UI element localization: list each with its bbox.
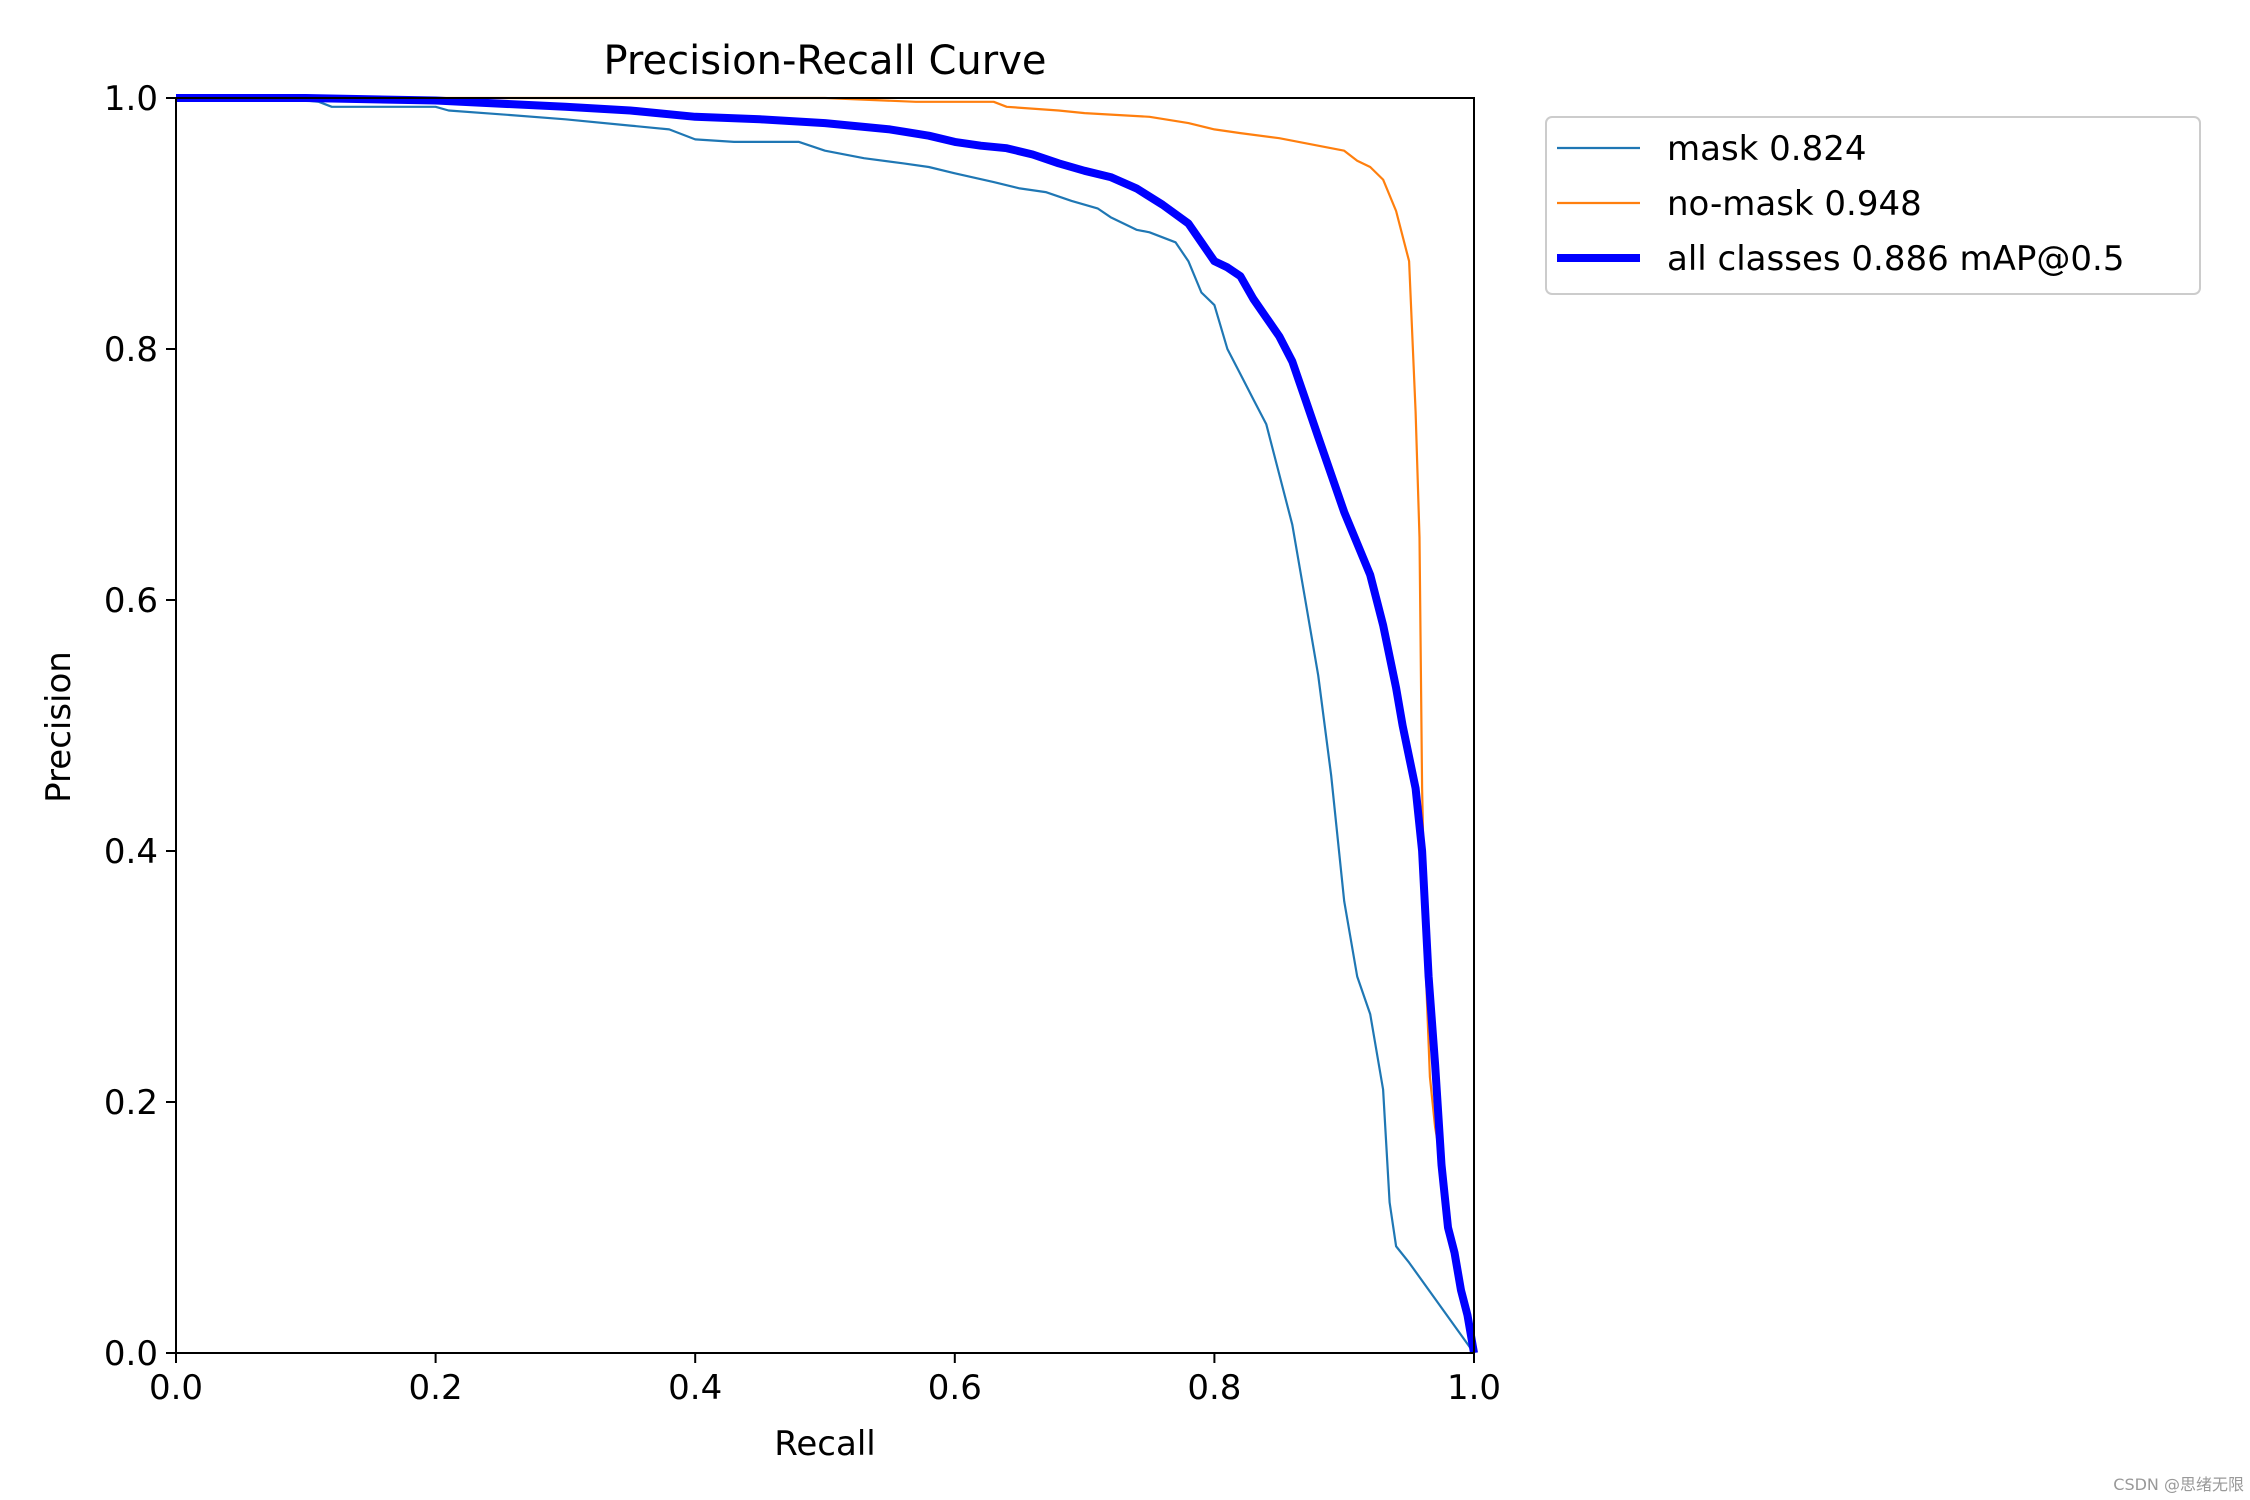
y-tick-label: 1.0 (104, 79, 158, 119)
plot-area (175, 94, 1478, 1354)
y-tick-label: 0.2 (104, 1083, 158, 1123)
x-tick-label: 0.0 (149, 1368, 203, 1408)
plot-frame (175, 97, 1475, 1354)
y-tick-label: 0.8 (104, 330, 158, 370)
y-tick-label: 0.6 (104, 581, 158, 621)
x-tick-label: 0.2 (409, 1368, 463, 1408)
x-tick-label: 0.4 (668, 1368, 722, 1408)
legend-entries: mask 0.824 no-mask 0.948 all classes 0.886… (1557, 129, 2124, 279)
legend-box (1545, 116, 2201, 295)
chart-title: Precision-Recall Curve (604, 38, 1047, 84)
x-axis-ticks: 0.0 0.2 0.4 0.6 0.8 1.0 (149, 1353, 1501, 1408)
y-tick-label: 0.0 (104, 1334, 158, 1374)
y-tick-label: 0.4 (104, 832, 158, 872)
legend: mask 0.824 no-mask 0.948 all classes 0.886… (1545, 116, 2201, 295)
y-axis-ticks: 0.0 0.2 0.4 0.6 0.8 1.0 (104, 79, 176, 1374)
x-tick-label: 1.0 (1447, 1368, 1501, 1408)
series-line-2 (176, 94, 1478, 1354)
watermark: CSDN @思绪无限 (2113, 1475, 2244, 1494)
legend-label-0: mask 0.824 (1667, 129, 1867, 169)
y-axis-label: Precision (39, 651, 79, 803)
x-axis-label: Recall (774, 1424, 875, 1464)
series-layer (176, 94, 1478, 1354)
x-tick-label: 0.8 (1187, 1368, 1241, 1408)
legend-label-2: all classes 0.886 mAP@0.5 (1667, 239, 2124, 279)
x-tick-label: 0.6 (928, 1368, 982, 1408)
legend-label-1: no-mask 0.948 (1667, 184, 1922, 224)
series-line-0 (176, 96, 1475, 1354)
